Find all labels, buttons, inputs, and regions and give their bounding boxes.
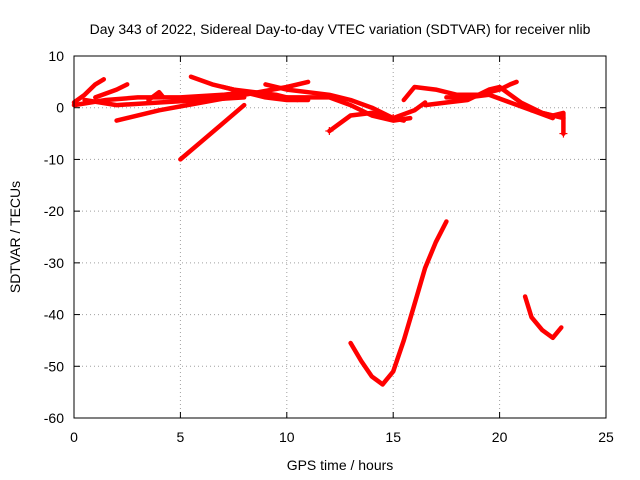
series-arc-12 (327, 100, 428, 134)
y-tick-label: -30 (44, 255, 64, 271)
series-arc-06 (146, 89, 166, 103)
x-tick-label: 25 (598, 429, 614, 445)
y-tick-label: -60 (44, 410, 64, 426)
x-axis-label: GPS time / hours (287, 457, 394, 473)
x-tick-label: 5 (177, 429, 185, 445)
x-tick-label: 15 (385, 429, 401, 445)
series-arc-03 (93, 82, 130, 100)
data-point-marker (559, 129, 568, 138)
y-axis-label: SDTVAR / TECUs (7, 181, 23, 293)
series-arc-17 (348, 219, 449, 387)
y-tick-label: 10 (48, 48, 64, 64)
data-series (71, 74, 568, 387)
x-tick-label: 20 (492, 429, 508, 445)
series-arc-01 (71, 77, 107, 105)
data-point-marker (389, 114, 398, 123)
series-arc-13 (401, 79, 519, 103)
data-point-marker (325, 126, 334, 135)
series-arc-07 (178, 102, 247, 162)
y-tick-label: 0 (56, 100, 64, 116)
x-tick-label: 0 (70, 429, 78, 445)
x-tick-label: 10 (279, 429, 295, 445)
y-tick-label: -10 (44, 151, 64, 167)
axes: 0 5 10 15 20 25 -60 -50 -40 -30 -20 -10 0 10 (44, 48, 614, 445)
y-tick-label: -50 (44, 358, 64, 374)
series-arc-05 (114, 79, 311, 123)
y-tick-label: -40 (44, 307, 64, 323)
series-arc-09 (220, 84, 311, 103)
series-arc-18 (522, 294, 564, 341)
plot-frame (73, 55, 607, 419)
y-tick-label: -20 (44, 203, 64, 219)
chart-title: Day 343 of 2022, Sidereal Day-to-day VTE… (90, 21, 591, 37)
series-arc-16 (529, 108, 566, 136)
